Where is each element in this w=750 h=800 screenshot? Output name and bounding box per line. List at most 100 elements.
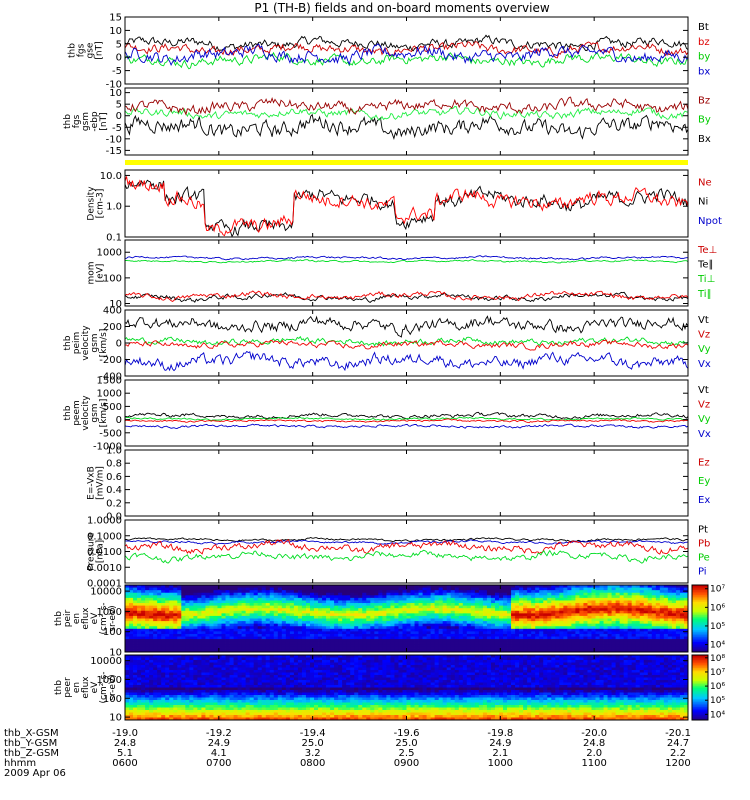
efield-legend-1: Ey — [698, 476, 710, 487]
peer-colorbar-label: 10⁴ — [710, 710, 725, 720]
peer-ylabel-line: sr-eV) — [108, 674, 118, 700]
pressure-legend-2: Pe — [698, 552, 710, 563]
xaxis-value: 3.2 — [305, 748, 321, 759]
fgs-ytick-label: 15 — [109, 13, 122, 24]
xaxis-value: 1000 — [488, 758, 513, 769]
pressure-series-Pe — [124, 549, 689, 564]
fgs-ylabel-line: [nT] — [95, 41, 105, 59]
xaxis-row-label: thb_Y-GSM — [4, 738, 57, 749]
peir-ylabel-line: eV — [90, 612, 100, 625]
fgs_gsm-ylabel-line: -ebp — [90, 111, 100, 131]
temp-legend-1: Te∥ — [697, 259, 714, 270]
peer-colorbar-label: 10⁸ — [710, 654, 725, 664]
xaxis-value: -19.8 — [487, 728, 513, 739]
coverage-bar — [125, 160, 688, 165]
peim-legend-2: Vy — [698, 344, 711, 355]
peem-ytick-label: 500 — [103, 402, 122, 413]
xaxis-value: 0600 — [112, 758, 137, 769]
density-ytick-label: 0.1 — [106, 233, 122, 244]
fgs-ylabel: thb fgs gse [nT] — [68, 41, 105, 59]
peem-legend-3: Vx — [698, 429, 711, 440]
peim-ylabel-line: velocity — [81, 325, 91, 361]
xaxis-value: 2.0 — [586, 748, 602, 759]
pressure-legend-3: Pi — [698, 566, 707, 577]
efield-ytick-label: 0.4 — [106, 485, 122, 496]
fgs-series-bx — [124, 43, 689, 66]
xaxis-value: -19.2 — [206, 728, 232, 739]
efield-legend-2: Ex — [698, 495, 710, 506]
peem-ylabel-line: peem — [72, 400, 82, 426]
panel-peem: 1500 1000 500 0 -500 -1000 thb peem velocity gsm[… — [63, 376, 711, 453]
fgs_gsm-ylabel: thb fgs gsm -ebp [nT] — [63, 111, 109, 131]
peer-ylabel-line: peer — [63, 677, 73, 698]
peir-ylabel: thb peir en eflux eV (cm²-s-sr-eV) — [54, 602, 118, 634]
fgs_gsm-ylabel-line: gsm — [81, 112, 91, 131]
peer-ylabel-line: thb — [54, 680, 64, 695]
peir-colorbar-frame — [691, 584, 709, 653]
density-legend-1: Ni — [698, 197, 708, 208]
fgs-ytick-label: 0 — [116, 53, 122, 64]
fgs_gsm-ytick-label: -10 — [106, 134, 122, 145]
fgs-series-by — [124, 51, 689, 70]
temp-legend-2: Ti⊥ — [697, 274, 715, 285]
efield-ytick-label: 0.0 — [106, 512, 122, 523]
density-legend-2: Npot — [698, 216, 722, 227]
panel-efield: 1.0 0.8 0.6 0.4 0.2 0.0 E=-VxB [mV/m] Ez Ey Ex — [87, 446, 711, 523]
peir-ylabel-line: (cm²-s- — [99, 602, 109, 634]
peir-ytick-label: 1000 — [97, 607, 122, 618]
fgs-series-Bt — [124, 34, 689, 52]
temp-legend-3: Ti∥ — [697, 289, 712, 300]
temp-ylabel-line: [eV] — [96, 264, 106, 283]
peem-legend-1: Vz — [698, 399, 710, 410]
efield-frame — [124, 449, 689, 517]
peem-ytick-label: 1000 — [97, 389, 122, 400]
peer-ylabel-line: en — [72, 682, 82, 693]
peir-colorbar-label: 10⁵ — [710, 622, 725, 632]
peim-series-Vy — [124, 335, 689, 347]
peim-series-Vx — [124, 350, 689, 372]
xaxis-date: 2009 Apr 06 — [4, 768, 66, 779]
fgs_gsm-ytick-label: 10 — [109, 88, 122, 99]
fgs_gsm-ylabel-line: fgs — [72, 114, 82, 128]
pressure-frame — [124, 519, 689, 584]
fgs_gsm-series-Bx — [124, 113, 689, 141]
pressure-series-Pi — [124, 539, 689, 545]
peim-legend-1: Vz — [698, 329, 710, 340]
xaxis-row-label: hhmm — [4, 758, 36, 769]
density-ytick-label: 10.0 — [100, 171, 122, 182]
temp-ytick-label: 10 — [109, 299, 122, 310]
peem-series-Vz — [124, 418, 689, 424]
peem-ytick-label: -500 — [99, 428, 122, 439]
xaxis-value: 1200 — [665, 758, 690, 769]
pressure-ylabel: Pressure [nPa] — [87, 532, 106, 571]
fgs-ytick-label: -10 — [106, 80, 122, 91]
fgs_gsm-ytick-label: 0 — [116, 111, 122, 122]
fgs_gsm-ytick-label: 5 — [116, 100, 122, 111]
temp-legend-0: Te⊥ — [697, 245, 717, 256]
fgs_gsm-legend-0: Bz — [698, 95, 710, 106]
peim-ytick-label: -400 — [99, 372, 122, 383]
xaxis-value: 2.2 — [670, 748, 686, 759]
xaxis-value: 24.9 — [208, 738, 230, 749]
fgs_gsm-frame — [124, 87, 689, 156]
peer-colorbar-frame — [691, 654, 709, 721]
xaxis-value: 4.1 — [211, 748, 227, 759]
peim-ylabel-line: peim — [72, 332, 82, 355]
peer-spectrogram — [125, 655, 689, 721]
fgs-legend-3: bx — [698, 67, 710, 78]
peim-ylabel-line: thb — [63, 335, 73, 350]
xaxis-value: 25.0 — [302, 738, 324, 749]
xaxis-value: 24.8 — [583, 738, 605, 749]
xaxis-value: -19.4 — [300, 728, 326, 739]
peir-ylabel-line: eflux — [81, 607, 91, 630]
peer-ytick-label: 10 — [109, 713, 122, 724]
panel-peer: 10⁸ 10⁷ 10⁶ 10⁵ 10⁴ 10000 1000 100 10 thb peer en ef… — [54, 654, 725, 724]
peem-ylabel-line: thb — [63, 405, 73, 420]
peem-legend-2: Vy — [698, 414, 711, 425]
temp-series-Ti⊥ — [124, 255, 688, 261]
efield-ytick-label: 0.6 — [106, 472, 122, 483]
temp-ylabel-line: mom — [87, 261, 97, 284]
panel-fgs: 15 10 5 0 -5 -10 thb fgs gse [nT] Bt bz by bx — [68, 13, 711, 91]
